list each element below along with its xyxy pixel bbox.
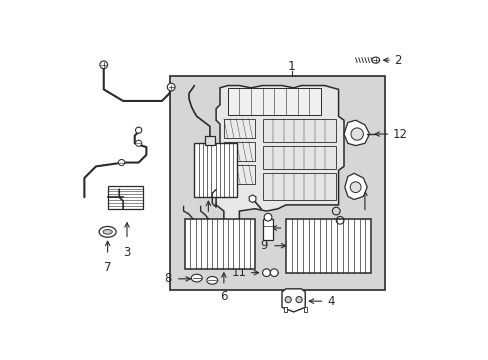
Ellipse shape xyxy=(191,274,202,282)
Text: 4: 4 xyxy=(326,294,334,308)
Bar xyxy=(262,119,336,142)
Bar xyxy=(283,307,286,312)
Circle shape xyxy=(349,182,360,193)
Circle shape xyxy=(262,269,270,276)
Ellipse shape xyxy=(99,226,116,237)
Circle shape xyxy=(167,83,175,91)
Polygon shape xyxy=(344,173,366,199)
Text: 12: 12 xyxy=(392,127,407,140)
Circle shape xyxy=(295,297,302,303)
Text: 9: 9 xyxy=(260,239,267,252)
Polygon shape xyxy=(216,86,343,222)
Bar xyxy=(224,165,254,184)
Bar xyxy=(285,219,370,273)
Circle shape xyxy=(118,159,124,166)
Bar xyxy=(303,307,306,312)
Polygon shape xyxy=(249,195,255,203)
Bar xyxy=(262,145,336,169)
Circle shape xyxy=(100,61,107,69)
Text: 10: 10 xyxy=(285,221,299,234)
Circle shape xyxy=(264,213,271,221)
Bar xyxy=(227,88,320,115)
Bar xyxy=(169,76,384,289)
Circle shape xyxy=(135,127,142,133)
Circle shape xyxy=(285,297,291,303)
Ellipse shape xyxy=(206,276,217,284)
Text: 13: 13 xyxy=(357,219,371,232)
Text: 1: 1 xyxy=(287,60,295,73)
Circle shape xyxy=(270,269,278,276)
Text: 6: 6 xyxy=(220,289,227,303)
Circle shape xyxy=(350,128,363,140)
Polygon shape xyxy=(343,120,369,145)
Text: 7: 7 xyxy=(103,261,111,274)
Text: 11: 11 xyxy=(232,266,246,279)
Bar xyxy=(194,143,237,197)
Circle shape xyxy=(135,140,142,147)
Bar xyxy=(262,172,336,199)
Polygon shape xyxy=(282,289,305,312)
Text: 5: 5 xyxy=(204,219,212,232)
Ellipse shape xyxy=(371,57,379,63)
Bar xyxy=(224,119,254,138)
Text: 3: 3 xyxy=(123,246,130,259)
Bar xyxy=(263,219,272,240)
Bar xyxy=(205,136,214,145)
Text: 8: 8 xyxy=(164,272,172,285)
Ellipse shape xyxy=(103,230,112,234)
Bar xyxy=(107,186,142,209)
Bar xyxy=(185,219,254,269)
Text: 2: 2 xyxy=(393,54,401,67)
Bar xyxy=(224,142,254,161)
